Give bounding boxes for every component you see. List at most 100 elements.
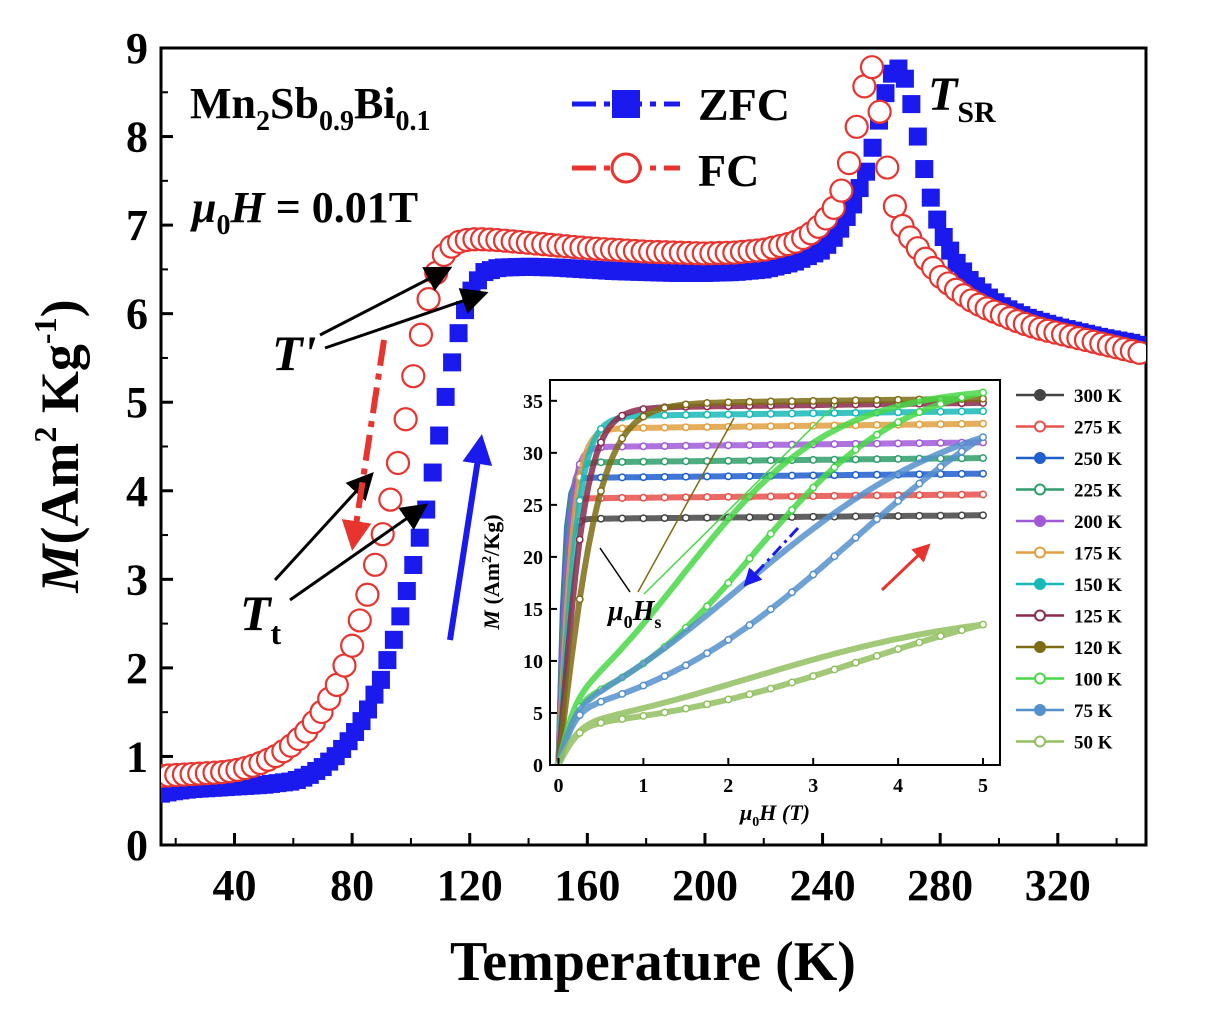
mh-point bbox=[703, 700, 712, 709]
inset-y-m: M bbox=[479, 609, 504, 631]
mh-point bbox=[639, 423, 648, 432]
fc-point bbox=[408, 322, 434, 347]
tt-arrow-zfc bbox=[289, 503, 429, 602]
mh-point bbox=[681, 472, 690, 481]
mh-point bbox=[681, 441, 690, 450]
mh-point bbox=[575, 595, 584, 604]
inset-hs-sub: s bbox=[654, 612, 661, 632]
mh-point bbox=[872, 651, 881, 660]
inset-y-tick-label: 10 bbox=[523, 651, 543, 673]
mh-point bbox=[788, 397, 796, 406]
mh-point bbox=[788, 409, 796, 418]
legend-zfc-label: ZFC bbox=[698, 79, 790, 130]
mh-point bbox=[745, 554, 754, 563]
mh-point bbox=[957, 420, 966, 428]
zfc-point bbox=[397, 582, 416, 601]
legend-fc-marker bbox=[610, 152, 642, 184]
mh-point bbox=[766, 422, 775, 431]
mh-point bbox=[872, 430, 881, 439]
zfc-point bbox=[410, 528, 429, 547]
x-tick-label: 120 bbox=[437, 861, 503, 910]
inset-x-tick-label: 5 bbox=[978, 775, 988, 797]
mh-point bbox=[894, 497, 903, 505]
mh-point bbox=[830, 409, 839, 418]
fc-point bbox=[416, 287, 441, 312]
field-label: μ0H = 0.01T bbox=[190, 183, 418, 241]
mh-point bbox=[809, 483, 818, 492]
tprime-label: T' bbox=[272, 325, 316, 381]
mh-point bbox=[681, 423, 690, 432]
inset-legend-marker bbox=[1034, 578, 1046, 590]
inset-legend-label: 200 K bbox=[1074, 512, 1122, 533]
y-tick-label: 7 bbox=[126, 201, 148, 250]
mh-point bbox=[851, 658, 860, 667]
mh-point bbox=[809, 455, 818, 464]
zfc-point bbox=[934, 227, 953, 246]
inset-legend-label: 175 K bbox=[1074, 544, 1122, 565]
mh-point bbox=[788, 471, 796, 480]
fc-point bbox=[332, 653, 357, 678]
zfc-point bbox=[391, 607, 410, 626]
fc-point bbox=[355, 582, 380, 607]
inset-x-tick-label: 1 bbox=[638, 775, 648, 797]
inset-increasing-arrow bbox=[880, 543, 931, 592]
mh-point bbox=[639, 711, 648, 720]
inset-legend-label: 125 K bbox=[1074, 607, 1122, 628]
mh-point bbox=[830, 665, 839, 674]
fc-point bbox=[844, 114, 869, 139]
mh-point bbox=[894, 512, 903, 520]
inset-hs-h: H bbox=[632, 596, 656, 627]
inset-x-unit: (T) bbox=[776, 800, 810, 825]
inset-y-axis-title: M (Am2/Kg) bbox=[479, 514, 504, 630]
tsr-sub: SR bbox=[957, 96, 996, 129]
y-axis-title-sup1: 2 bbox=[27, 427, 63, 443]
mh-point bbox=[724, 472, 733, 481]
mh-point bbox=[618, 493, 627, 502]
mh-point bbox=[618, 514, 627, 523]
mh-point bbox=[809, 512, 818, 521]
fc-point bbox=[362, 552, 388, 577]
zfc-point bbox=[895, 69, 914, 88]
inset-legend-label: 100 K bbox=[1074, 670, 1122, 691]
inset-y-tick-label: 30 bbox=[523, 443, 543, 465]
fc-point bbox=[347, 608, 372, 633]
mh-point bbox=[596, 514, 605, 523]
mh-point bbox=[830, 463, 839, 472]
mh-point bbox=[915, 491, 924, 500]
mh-point bbox=[724, 579, 733, 587]
inset-legend-marker bbox=[1034, 483, 1046, 496]
mh-point bbox=[745, 621, 754, 630]
inset-legend-label: 300 K bbox=[1074, 386, 1122, 407]
mh-point bbox=[788, 492, 796, 501]
mh-point bbox=[703, 399, 712, 407]
mh-point bbox=[639, 405, 648, 414]
legend-fc-label: FC bbox=[698, 145, 759, 196]
fc-point bbox=[401, 364, 426, 389]
mh-point bbox=[872, 455, 881, 464]
inset-legend-marker bbox=[1034, 546, 1046, 559]
mh-point bbox=[596, 718, 605, 727]
mh-point bbox=[872, 396, 881, 405]
mh-point bbox=[788, 505, 796, 514]
mh-point bbox=[766, 684, 775, 693]
mh-point bbox=[639, 412, 648, 421]
inset-legend-marker bbox=[1034, 672, 1046, 685]
mh-point bbox=[979, 490, 987, 499]
inset-axis-ticks: 0 1 2 3 4 5 0 5 10 15 20 25 30 35 bbox=[523, 391, 988, 797]
mh-point bbox=[681, 457, 690, 466]
mh-point bbox=[809, 471, 818, 480]
tt-arrow-fc bbox=[273, 472, 374, 582]
mh-point bbox=[681, 410, 690, 419]
mh-point bbox=[660, 493, 669, 502]
mh-point bbox=[724, 456, 733, 465]
y-tick-label: 3 bbox=[126, 555, 148, 604]
zfc-point bbox=[404, 555, 423, 574]
sample-sb-sub: 0.9 bbox=[319, 106, 354, 137]
mh-point bbox=[809, 409, 818, 418]
mh-point bbox=[957, 393, 966, 402]
mh-point bbox=[660, 403, 669, 412]
y-axis-title-symbol: M bbox=[30, 543, 90, 594]
mh-point bbox=[936, 632, 945, 641]
inset-y-open: (Am bbox=[479, 563, 504, 610]
mh-point bbox=[596, 487, 605, 495]
